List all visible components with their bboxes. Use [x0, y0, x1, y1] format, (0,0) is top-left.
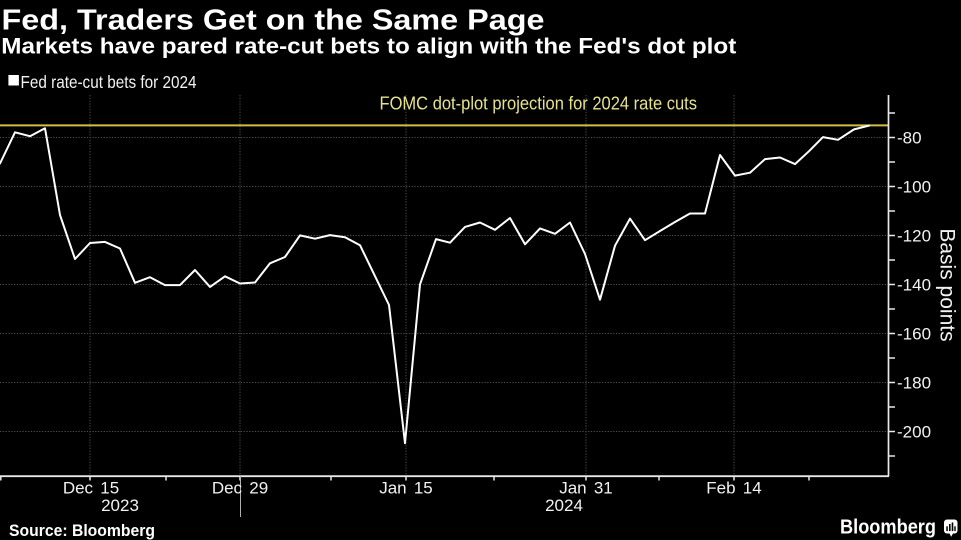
svg-text:-160: -160: [897, 325, 931, 344]
svg-text:Fed, Traders Get on the Same P: Fed, Traders Get on the Same Page: [2, 4, 545, 36]
svg-text:Jan 15: Jan 15: [379, 479, 433, 498]
svg-text:Basis points: Basis points: [936, 228, 959, 341]
svg-text:Source: Bloomberg: Source: Bloomberg: [9, 521, 155, 540]
svg-text:-120: -120: [897, 227, 931, 246]
svg-text:Bloomberg: Bloomberg: [840, 517, 936, 539]
svg-text:Markets have pared rate-cut be: Markets have pared rate-cut bets to alig…: [1, 33, 737, 58]
svg-text:Dec 29: Dec 29: [212, 479, 268, 498]
svg-text:2024: 2024: [545, 496, 583, 515]
svg-text:Jan 31: Jan 31: [559, 479, 613, 498]
svg-text:-80: -80: [897, 129, 922, 148]
svg-text:Dec 15: Dec 15: [63, 479, 119, 498]
svg-text:Feb 14: Feb 14: [706, 479, 761, 498]
svg-text:-100: -100: [897, 178, 931, 197]
svg-text:FOMC dot-plot projection for 2: FOMC dot-plot projection for 2024 rate c…: [380, 93, 698, 114]
svg-text:2023: 2023: [101, 496, 139, 515]
svg-text:-180: -180: [897, 374, 931, 393]
svg-text:-140: -140: [897, 276, 931, 295]
svg-text:-200: -200: [897, 423, 931, 442]
svg-text:Fed rate-cut bets for 2024: Fed rate-cut bets for 2024: [21, 72, 197, 92]
